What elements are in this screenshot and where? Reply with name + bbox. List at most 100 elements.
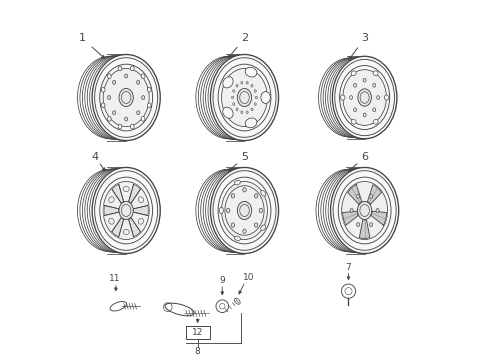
Ellipse shape bbox=[244, 118, 256, 128]
Ellipse shape bbox=[353, 84, 356, 87]
Ellipse shape bbox=[349, 208, 352, 212]
Ellipse shape bbox=[219, 207, 223, 214]
Ellipse shape bbox=[231, 96, 233, 99]
Ellipse shape bbox=[243, 229, 245, 233]
Ellipse shape bbox=[236, 108, 238, 111]
Polygon shape bbox=[366, 185, 381, 204]
Ellipse shape bbox=[124, 74, 127, 78]
Text: 6: 6 bbox=[361, 152, 367, 162]
Ellipse shape bbox=[118, 124, 122, 129]
Ellipse shape bbox=[112, 80, 115, 84]
Ellipse shape bbox=[232, 103, 234, 105]
Ellipse shape bbox=[342, 70, 386, 125]
Ellipse shape bbox=[244, 67, 256, 77]
Ellipse shape bbox=[237, 89, 251, 107]
Ellipse shape bbox=[231, 194, 234, 198]
Text: 9: 9 bbox=[219, 276, 224, 285]
Ellipse shape bbox=[221, 181, 267, 239]
Ellipse shape bbox=[124, 117, 127, 121]
Ellipse shape bbox=[223, 77, 233, 88]
Ellipse shape bbox=[108, 197, 114, 203]
Text: 4: 4 bbox=[91, 152, 98, 162]
Ellipse shape bbox=[138, 218, 143, 224]
Ellipse shape bbox=[332, 56, 396, 139]
Ellipse shape bbox=[372, 84, 375, 87]
Ellipse shape bbox=[141, 74, 144, 78]
Ellipse shape bbox=[357, 202, 371, 220]
Ellipse shape bbox=[384, 95, 388, 100]
Ellipse shape bbox=[356, 223, 359, 226]
Ellipse shape bbox=[107, 116, 111, 121]
Ellipse shape bbox=[112, 111, 115, 115]
Ellipse shape bbox=[254, 90, 256, 92]
Ellipse shape bbox=[350, 120, 355, 124]
Ellipse shape bbox=[369, 223, 372, 226]
Ellipse shape bbox=[226, 208, 229, 213]
Text: 2: 2 bbox=[241, 33, 247, 43]
Ellipse shape bbox=[232, 90, 234, 92]
Ellipse shape bbox=[147, 87, 151, 92]
Ellipse shape bbox=[103, 181, 149, 239]
Ellipse shape bbox=[260, 225, 265, 230]
Ellipse shape bbox=[123, 186, 129, 192]
Ellipse shape bbox=[118, 66, 122, 71]
Text: 1: 1 bbox=[79, 33, 86, 43]
Ellipse shape bbox=[341, 181, 387, 239]
Ellipse shape bbox=[107, 96, 110, 99]
Text: 7: 7 bbox=[345, 263, 351, 272]
Polygon shape bbox=[347, 185, 361, 204]
Ellipse shape bbox=[130, 124, 134, 129]
Ellipse shape bbox=[92, 167, 160, 253]
Ellipse shape bbox=[147, 103, 151, 108]
Ellipse shape bbox=[363, 113, 366, 117]
Polygon shape bbox=[112, 184, 123, 203]
Ellipse shape bbox=[141, 116, 144, 121]
Ellipse shape bbox=[119, 89, 133, 107]
Ellipse shape bbox=[350, 71, 355, 76]
Ellipse shape bbox=[363, 78, 366, 82]
Ellipse shape bbox=[103, 68, 149, 127]
Ellipse shape bbox=[101, 87, 105, 92]
Ellipse shape bbox=[92, 54, 160, 140]
Ellipse shape bbox=[234, 236, 240, 240]
Text: 5: 5 bbox=[241, 152, 247, 162]
Ellipse shape bbox=[356, 194, 359, 198]
Text: 3: 3 bbox=[361, 33, 367, 43]
Ellipse shape bbox=[259, 208, 262, 213]
Ellipse shape bbox=[101, 103, 105, 108]
Ellipse shape bbox=[340, 95, 344, 100]
Ellipse shape bbox=[353, 108, 356, 112]
Ellipse shape bbox=[243, 188, 245, 192]
Polygon shape bbox=[104, 206, 119, 216]
Ellipse shape bbox=[210, 167, 278, 253]
Ellipse shape bbox=[254, 194, 257, 198]
Ellipse shape bbox=[223, 107, 233, 118]
Ellipse shape bbox=[136, 111, 140, 115]
Ellipse shape bbox=[123, 229, 129, 235]
Ellipse shape bbox=[234, 180, 240, 185]
Ellipse shape bbox=[376, 96, 379, 99]
Ellipse shape bbox=[372, 108, 375, 112]
Ellipse shape bbox=[221, 68, 267, 127]
Ellipse shape bbox=[245, 111, 248, 113]
Ellipse shape bbox=[369, 194, 372, 198]
Ellipse shape bbox=[357, 89, 371, 106]
Ellipse shape bbox=[375, 208, 378, 212]
Ellipse shape bbox=[245, 82, 248, 84]
Ellipse shape bbox=[231, 223, 234, 227]
Ellipse shape bbox=[119, 202, 133, 220]
Polygon shape bbox=[370, 211, 386, 225]
Polygon shape bbox=[112, 218, 123, 237]
Ellipse shape bbox=[250, 85, 252, 87]
Text: 12: 12 bbox=[192, 328, 203, 337]
Ellipse shape bbox=[330, 167, 398, 253]
Polygon shape bbox=[359, 220, 369, 238]
Polygon shape bbox=[128, 184, 140, 203]
Ellipse shape bbox=[240, 111, 243, 113]
Ellipse shape bbox=[255, 96, 257, 99]
Ellipse shape bbox=[138, 197, 143, 203]
Text: 10: 10 bbox=[243, 273, 254, 282]
Polygon shape bbox=[133, 206, 148, 216]
Ellipse shape bbox=[254, 223, 257, 227]
Ellipse shape bbox=[250, 108, 252, 111]
